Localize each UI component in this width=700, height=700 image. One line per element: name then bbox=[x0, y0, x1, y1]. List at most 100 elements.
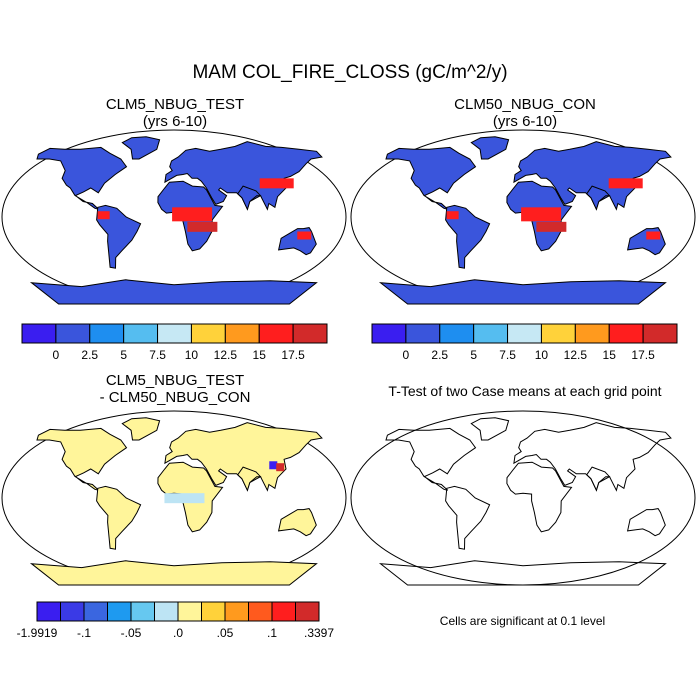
colorbar-3-box bbox=[271, 601, 296, 622]
map-4-india_fill bbox=[586, 466, 611, 492]
diff-africa bbox=[164, 493, 205, 504]
map-4-africa bbox=[506, 461, 573, 533]
hotspot-australia bbox=[297, 231, 312, 240]
map-2-greenland bbox=[470, 136, 510, 160]
map-2-india_fill bbox=[586, 185, 611, 211]
map-1-greenland bbox=[121, 136, 161, 160]
map-1-india_fill bbox=[237, 185, 262, 211]
panel-3-title: CLM5_NBUG_TEST - CLM50_NBUG_CON bbox=[25, 372, 325, 406]
hotspot-samerica bbox=[97, 211, 110, 220]
colorbar-2-label: 2.5 bbox=[431, 348, 448, 362]
map-4-greenland bbox=[470, 417, 510, 441]
hotspot-australia bbox=[646, 231, 661, 240]
colorbar-3-box bbox=[201, 601, 226, 622]
colorbar-1-box bbox=[224, 323, 260, 344]
panel-1-title: CLM5_NBUG_TEST (yrs 6-10) bbox=[25, 96, 325, 130]
hotspot-africa-south bbox=[187, 221, 218, 232]
colorbar-1-label: 5 bbox=[120, 348, 127, 362]
ttest-note: Cells are significant at 0.1 level bbox=[439, 614, 606, 628]
colorbar-2-box bbox=[608, 323, 644, 344]
colorbar-1-label: 12.5 bbox=[214, 348, 238, 362]
colorbar-1-box bbox=[292, 323, 328, 344]
map-1-southamerica bbox=[96, 204, 142, 269]
colorbar-2-box bbox=[371, 323, 407, 344]
colorbar-3-label: .05 bbox=[217, 626, 234, 640]
colorbar-1-box bbox=[190, 323, 226, 344]
colorbar-3-label: .3397 bbox=[304, 626, 334, 640]
colorbar-2-label: 0 bbox=[403, 348, 410, 362]
map-4-northamerica bbox=[385, 427, 477, 491]
colorbar-3-box bbox=[248, 601, 273, 622]
colorbar-1-label: 7.5 bbox=[149, 348, 166, 362]
colorbar-3-label: .0 bbox=[173, 626, 183, 640]
panel-4-title: T-Test of two Case means at each grid po… bbox=[350, 383, 700, 400]
map-4-antarctica bbox=[378, 560, 667, 586]
colorbar-2-label: 5 bbox=[470, 348, 477, 362]
colorbar-3-box bbox=[177, 601, 202, 622]
colorbar-3-box bbox=[83, 601, 108, 622]
map-2-antarctica bbox=[378, 279, 667, 305]
colorbar-3-box bbox=[107, 601, 132, 622]
panel-2-title: CLM50_NBUG_CON (yrs 6-10) bbox=[375, 96, 675, 130]
map-3-australia bbox=[277, 508, 317, 537]
colorbar-2-label: 17.5 bbox=[631, 348, 655, 362]
panel-3-title-line1: CLM5_NBUG_TEST bbox=[105, 372, 245, 389]
panel-3-title-line2: - CLM50_NBUG_CON bbox=[99, 389, 251, 406]
colorbar-1-box bbox=[157, 323, 192, 344]
colorbar-3-box bbox=[130, 601, 155, 622]
hotspots-1 bbox=[97, 178, 312, 240]
map-4-australia bbox=[626, 508, 666, 537]
map-2-southamerica bbox=[445, 204, 491, 269]
colorbar-2-box bbox=[574, 323, 610, 344]
hotspot-africa-north bbox=[521, 207, 562, 222]
map-3-greenland bbox=[121, 417, 161, 441]
map-3-southamerica bbox=[96, 485, 142, 550]
map-2-northamerica bbox=[385, 146, 477, 210]
map-3-india_fill bbox=[237, 466, 262, 492]
colorbar-3-box bbox=[224, 601, 249, 622]
panel-2-title-line1: CLM50_NBUG_CON bbox=[454, 96, 596, 113]
map-1-antarctica bbox=[29, 279, 318, 305]
colorbar-3-box bbox=[36, 601, 61, 622]
colorbar-2-box bbox=[405, 323, 441, 344]
colorbar-2-box bbox=[473, 323, 509, 344]
colorbar-1-box bbox=[123, 323, 159, 344]
colorbar-2-box bbox=[540, 323, 576, 344]
panel-1-title-line2: (yrs 6-10) bbox=[142, 113, 208, 130]
diff-neg bbox=[269, 461, 278, 470]
colorbar-2-box bbox=[507, 323, 542, 344]
map-3-antarctica bbox=[29, 560, 318, 586]
panel-1-title-line1: CLM5_NBUG_TEST bbox=[105, 96, 245, 113]
colorbar-2-label: 15 bbox=[603, 348, 617, 362]
colorbar-3-label: -.05 bbox=[121, 626, 142, 640]
colorbar-2-label: 12.5 bbox=[564, 348, 588, 362]
panel-4-title-line1: T-Test of two Case means at each grid po… bbox=[388, 383, 662, 399]
diff-pos bbox=[276, 463, 285, 472]
colorbar-1-label: 2.5 bbox=[81, 348, 98, 362]
hotspot-africa-north bbox=[172, 207, 213, 222]
hotspot-samerica bbox=[446, 211, 459, 220]
colorbar-2-label: 7.5 bbox=[499, 348, 516, 362]
colorbar-2-box bbox=[642, 323, 678, 344]
map-3-northamerica bbox=[36, 427, 128, 491]
colorbar-3-label: -.1 bbox=[77, 626, 91, 640]
colorbar-3-label: -1.9919 bbox=[17, 626, 58, 640]
colorbar-3-box bbox=[295, 601, 320, 622]
colorbar-3-box bbox=[154, 601, 179, 622]
hotspot-asia bbox=[259, 178, 294, 189]
colorbar-1-label: 10 bbox=[185, 348, 199, 362]
colorbar-3-box bbox=[60, 601, 85, 622]
colorbar-1-box bbox=[89, 323, 125, 344]
colorbar-1-box bbox=[55, 323, 91, 344]
figure-title: MAM COL_FIRE_CLOSS (gC/m^2/y) bbox=[192, 62, 508, 83]
map-4 bbox=[350, 410, 696, 586]
map-2-eurasia bbox=[513, 141, 672, 211]
map-3-eurasia bbox=[164, 422, 323, 492]
colorbar-2-box bbox=[439, 323, 475, 344]
colorbar-1-label: 17.5 bbox=[281, 348, 305, 362]
hotspot-asia bbox=[608, 178, 643, 189]
map-4-southamerica bbox=[445, 485, 491, 550]
hotspots-2 bbox=[446, 178, 661, 240]
